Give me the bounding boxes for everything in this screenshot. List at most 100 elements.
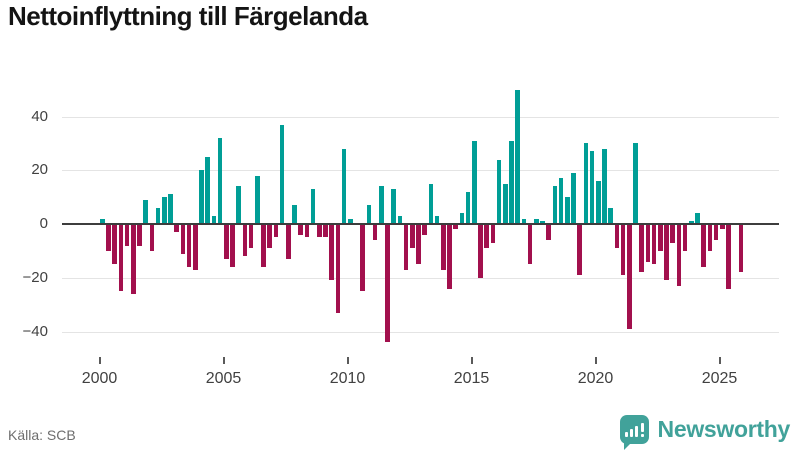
bar-2006Q2 xyxy=(255,175,260,224)
chart-title: Nettoinflyttning till Färgelanda xyxy=(8,1,368,31)
bar-2015Q4 xyxy=(490,224,496,243)
bar-2016Q2 xyxy=(503,183,508,224)
speech-bubble-tail xyxy=(623,442,632,450)
bar-2009Q3 xyxy=(335,224,341,313)
x-axis-label: 2010 xyxy=(329,370,366,387)
bar-2012Q2 xyxy=(403,224,409,270)
bar-2003Q4 xyxy=(193,224,198,270)
bar-2008Q4 xyxy=(317,224,322,238)
bar-2007Q4 xyxy=(292,205,297,224)
bar-2017Q3 xyxy=(534,218,539,224)
y-axis-label: 20 xyxy=(31,161,48,178)
bar-2005Q1 xyxy=(224,224,229,259)
bar-2009Q4 xyxy=(341,148,347,224)
bar-2011Q4 xyxy=(391,189,396,224)
bar-2002Q4 xyxy=(168,194,173,224)
bar-2017Q1 xyxy=(521,218,527,224)
bar-2003Q3 xyxy=(186,224,192,267)
gridline-y--20 xyxy=(62,277,779,279)
bar-2013Q2 xyxy=(428,183,434,224)
bar-2001Q2 xyxy=(131,224,136,294)
bar-2018Q3 xyxy=(558,178,564,224)
bar-2018Q2 xyxy=(552,186,558,224)
bar-2010Q3 xyxy=(360,224,365,292)
x-axis-tick-2020 xyxy=(594,357,597,364)
bar-2006Q4 xyxy=(267,224,272,249)
y-axis-label: 40 xyxy=(31,108,48,125)
bar-2014Q4 xyxy=(465,191,471,224)
y-axis-label: 0 xyxy=(39,215,48,232)
bar-2016Q3 xyxy=(509,140,514,224)
bar-2020Q1 xyxy=(596,181,601,224)
bar-2023Q2 xyxy=(676,224,682,286)
bar-2000Q4 xyxy=(118,224,124,292)
bar-2015Q1 xyxy=(472,140,477,224)
bar-2025Q1 xyxy=(720,224,725,230)
bar-2012Q4 xyxy=(416,224,421,265)
bar-2016Q4 xyxy=(515,89,520,224)
bar-2014Q2 xyxy=(453,224,458,230)
bar-2004Q3 xyxy=(211,215,217,224)
bar-2023Q4 xyxy=(689,221,694,224)
bar-2017Q4 xyxy=(540,221,545,224)
bar-2022Q1 xyxy=(645,224,651,262)
bar-2000Q1 xyxy=(100,218,105,224)
bar-2014Q3 xyxy=(459,213,465,224)
x-axis-tick-2005 xyxy=(222,357,225,364)
bar-2004Q1 xyxy=(199,170,204,224)
newsworthy-logo: Newsworthy xyxy=(619,415,791,450)
bar-2024Q2 xyxy=(701,224,706,267)
bar-2023Q3 xyxy=(682,224,688,251)
bar-2022Q2 xyxy=(651,224,657,265)
bar-2000Q3 xyxy=(112,224,117,265)
x-axis-label: 2015 xyxy=(453,370,490,387)
bar-2015Q2 xyxy=(478,224,483,278)
bar-2011Q3 xyxy=(385,224,390,343)
y-axis-label: −20 xyxy=(22,269,48,286)
x-axis-label: 2005 xyxy=(205,370,242,387)
bar-2018Q4 xyxy=(565,197,570,224)
bar-2012Q3 xyxy=(410,224,415,249)
bar-2006Q1 xyxy=(248,224,254,249)
bar-2024Q4 xyxy=(713,224,719,241)
bar-2022Q3 xyxy=(658,224,663,251)
bar-2024Q1 xyxy=(695,213,700,224)
x-axis-tick-2010 xyxy=(346,357,349,364)
bar-2004Q4 xyxy=(217,138,223,224)
bar-2013Q4 xyxy=(441,224,446,270)
bar-2005Q3 xyxy=(236,186,241,224)
bar-2021Q3 xyxy=(633,143,638,224)
bar-2021Q2 xyxy=(627,224,632,329)
bar-2002Q2 xyxy=(155,207,161,224)
x-axis-label: 2020 xyxy=(577,370,614,387)
bar-2020Q3 xyxy=(608,207,613,224)
bar-2011Q1 xyxy=(372,224,378,241)
bar-2001Q3 xyxy=(137,224,142,246)
bar-2007Q2 xyxy=(279,124,285,224)
bar-2019Q4 xyxy=(589,151,595,224)
bar-2025Q2 xyxy=(726,224,731,289)
bar-2022Q4 xyxy=(664,224,669,281)
bar-2002Q1 xyxy=(149,224,155,251)
bar-2001Q4 xyxy=(143,199,148,224)
gridline-y--40 xyxy=(62,331,779,333)
bar-2006Q3 xyxy=(261,224,266,267)
bar-2009Q1 xyxy=(323,224,328,238)
bar-2020Q4 xyxy=(614,224,620,249)
bar-2016Q1 xyxy=(496,159,502,224)
logo-exclamation-icon xyxy=(640,423,644,437)
bar-2008Q1 xyxy=(298,224,303,235)
bar-2014Q1 xyxy=(447,224,452,289)
bar-2025Q4 xyxy=(738,224,744,273)
bar-2013Q3 xyxy=(434,215,440,224)
y-axis-label: −40 xyxy=(22,323,48,340)
bar-2019Q3 xyxy=(583,143,589,224)
logo-bar-icon xyxy=(634,426,638,437)
bar-2019Q2 xyxy=(577,224,582,276)
gridline-y-20 xyxy=(62,169,779,171)
bar-2008Q2 xyxy=(304,224,310,238)
newsworthy-logo-text: Newsworthy xyxy=(657,416,791,442)
gridline-y-40 xyxy=(62,116,779,118)
bar-2021Q4 xyxy=(639,224,644,273)
